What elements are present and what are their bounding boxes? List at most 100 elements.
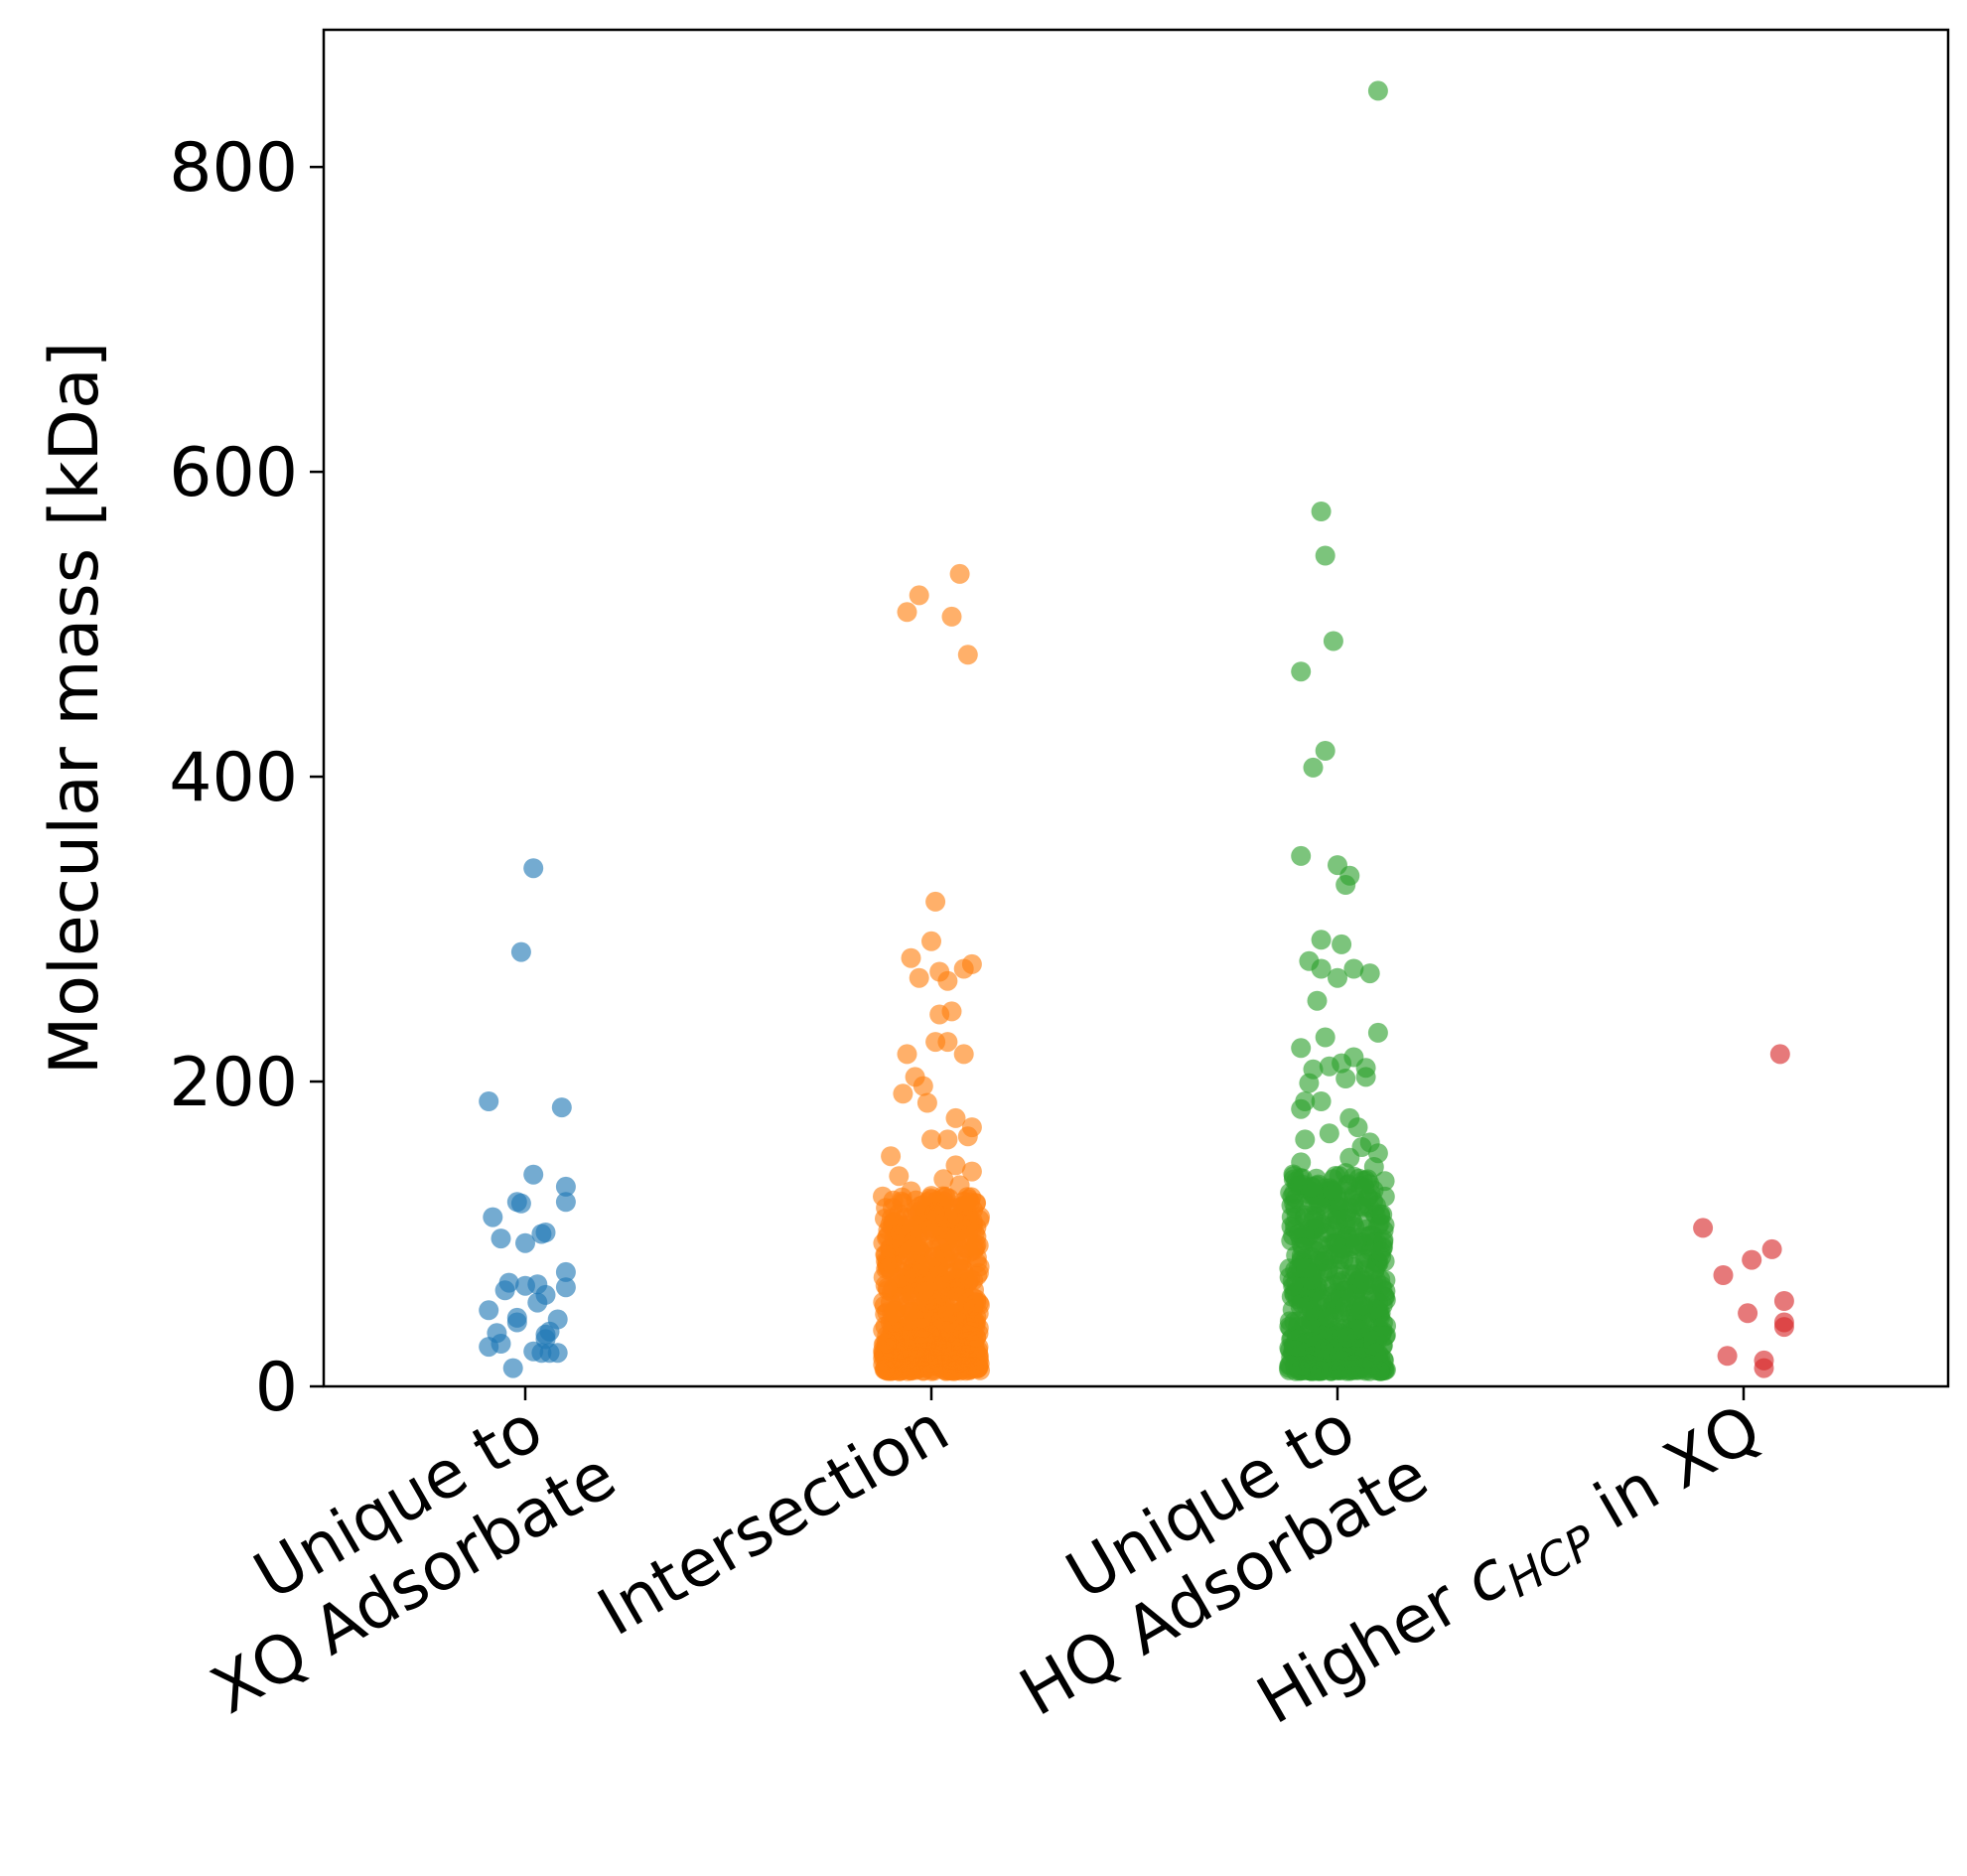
data-point	[1344, 1355, 1364, 1374]
data-point	[949, 1360, 969, 1379]
data-point	[945, 1293, 965, 1313]
data-point	[1291, 1038, 1311, 1058]
data-point	[892, 1217, 912, 1236]
data-point	[881, 1146, 901, 1166]
data-point	[1774, 1291, 1794, 1311]
data-point	[1332, 935, 1351, 954]
data-point	[1283, 1276, 1303, 1296]
data-point	[910, 585, 929, 605]
data-point	[1714, 1265, 1734, 1285]
data-point	[903, 1232, 922, 1252]
data-point	[1742, 1250, 1761, 1270]
data-point	[511, 1194, 531, 1214]
data-point	[879, 1257, 899, 1277]
data-point	[1368, 80, 1388, 100]
data-point	[1335, 1297, 1355, 1317]
data-point	[954, 1044, 974, 1064]
y-tick-label: 0	[255, 1349, 298, 1427]
data-point	[531, 1343, 551, 1363]
data-point	[1718, 1346, 1738, 1366]
data-point	[503, 1359, 523, 1378]
data-point	[1328, 968, 1347, 988]
data-point	[1762, 1239, 1782, 1259]
data-point	[1280, 1311, 1300, 1331]
data-point	[1291, 661, 1311, 681]
data-point	[483, 1208, 502, 1227]
data-point	[479, 1091, 498, 1111]
data-point	[931, 1318, 951, 1338]
data-point	[479, 1337, 498, 1357]
data-point	[1364, 1157, 1384, 1177]
data-point	[1296, 1258, 1316, 1278]
data-point	[1346, 1234, 1366, 1254]
data-point	[929, 1005, 949, 1025]
data-point	[1368, 1023, 1388, 1043]
data-point	[1293, 1356, 1313, 1375]
data-point	[552, 1097, 572, 1117]
data-point	[910, 968, 929, 988]
data-point	[1337, 1328, 1357, 1348]
data-point	[1291, 1099, 1311, 1119]
data-point	[1317, 1245, 1336, 1265]
data-point	[958, 1126, 978, 1146]
data-point	[1295, 1129, 1315, 1149]
data-point	[893, 1083, 913, 1103]
data-point	[959, 1332, 979, 1352]
data-point	[1774, 1317, 1794, 1337]
data-point	[1299, 1074, 1319, 1093]
data-point	[889, 1322, 909, 1342]
data-point	[1364, 1274, 1384, 1294]
data-point	[1280, 1183, 1300, 1203]
data-point	[1335, 1163, 1355, 1183]
data-point	[878, 1278, 898, 1298]
data-point	[954, 959, 974, 979]
data-point	[1324, 632, 1343, 651]
data-point	[507, 1313, 527, 1333]
data-point	[1755, 1359, 1774, 1378]
data-point	[1738, 1303, 1757, 1323]
data-point	[1291, 1152, 1311, 1172]
data-point	[511, 942, 531, 962]
data-point	[876, 1360, 896, 1379]
data-point	[556, 1277, 576, 1297]
data-point	[923, 1360, 943, 1379]
data-point	[913, 1077, 933, 1096]
data-point	[1310, 1291, 1330, 1311]
data-point	[1335, 875, 1355, 895]
data-point	[515, 1233, 535, 1253]
data-point	[964, 1280, 984, 1300]
data-point	[1362, 1356, 1382, 1375]
data-point	[1335, 1069, 1355, 1088]
data-point	[922, 1271, 942, 1291]
data-point	[1372, 1205, 1392, 1225]
data-point	[953, 1196, 973, 1216]
data-point	[925, 892, 945, 912]
data-point	[898, 1044, 917, 1064]
data-point	[527, 1293, 547, 1313]
y-tick-label: 800	[169, 129, 298, 208]
data-point	[963, 1300, 983, 1320]
data-point	[1316, 741, 1335, 761]
data-point	[902, 948, 921, 968]
data-point	[942, 607, 962, 627]
y-tick-label: 600	[169, 434, 298, 512]
data-point	[1320, 1123, 1339, 1143]
data-point	[950, 564, 970, 584]
data-point	[1371, 1241, 1391, 1261]
data-point	[1327, 1210, 1346, 1229]
data-point	[950, 1175, 970, 1195]
y-tick-label: 200	[169, 1044, 298, 1122]
data-point	[556, 1192, 576, 1212]
y-axis-title: Molecular mass [kDa]	[36, 342, 114, 1075]
data-point	[1693, 1218, 1713, 1237]
data-point	[1312, 930, 1332, 949]
data-point	[970, 1361, 990, 1380]
data-point	[523, 1165, 543, 1185]
data-point	[1308, 991, 1328, 1011]
data-point	[523, 858, 543, 878]
data-point	[1312, 502, 1332, 521]
data-point	[515, 1276, 535, 1296]
data-point	[1353, 1295, 1373, 1315]
data-point	[884, 1303, 904, 1323]
